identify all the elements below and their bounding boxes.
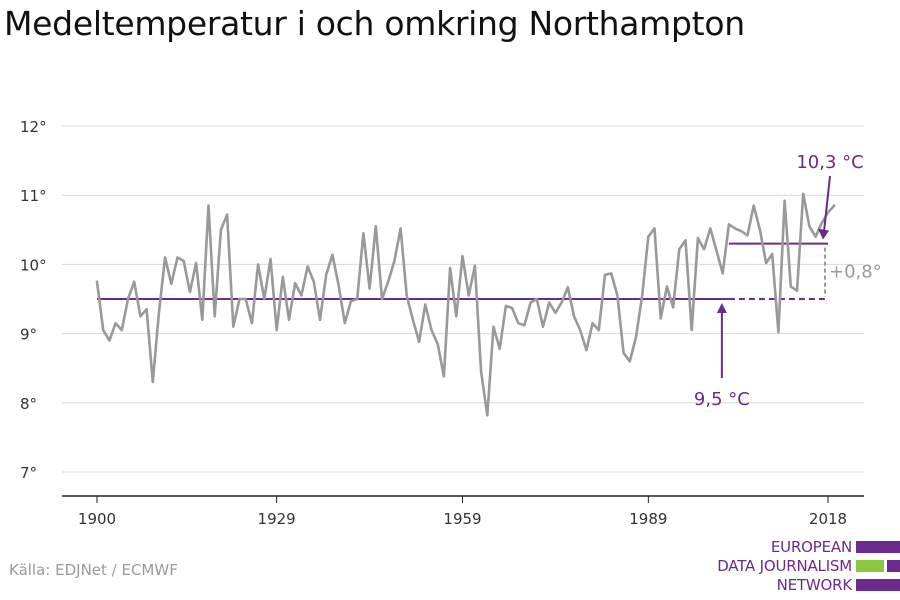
logo-bar-green [856,560,884,572]
logo-line-1: EUROPEAN [770,538,852,556]
baseline-arrow-head [716,303,727,313]
x-axis [62,495,864,503]
temperature-series-line-0 [95,192,836,417]
annotations: +0,8° 9,5 °C 10,3 °C [694,152,882,410]
edjnet-logo: EUROPEAN DATA JOURNALISM NETWORK [700,538,900,598]
recent-arrow-shaft [823,175,831,232]
x-tick-label-1900: 1900 [78,510,116,528]
y-tick-label-9: 9° [20,326,37,344]
y-tick-label-10: 10° [20,256,47,274]
difference-label: +0,8° [829,261,882,282]
x-tick-labels: 1900 1929 1959 1989 2018 [78,510,847,528]
y-tick-label-8: 8° [20,395,37,413]
logo-bar-bottom [856,579,900,591]
recent-average-label: 10,3 °C [796,152,863,173]
logo-line-2: DATA JOURNALISM [717,557,852,575]
logo-line-3: NETWORK [776,576,853,594]
chart-title: Medeltemperatur i och omkring Northampto… [4,4,745,43]
y-tick-labels: 7° 8° 9° 10° 11° 12° [20,118,47,482]
x-tick-label-1989: 1989 [629,510,667,528]
y-tick-label-11: 11° [20,187,47,205]
logo-bar-purple-short [887,560,900,572]
y-tick-label-12: 12° [20,118,47,136]
recent-arrow-head [818,228,829,240]
x-tick-label-1959: 1959 [443,510,481,528]
series-layer [95,192,836,417]
y-tick-label-7: 7° [20,464,37,482]
baseline-label: 9,5 °C [694,389,750,410]
x-tick-label-1929: 1929 [258,510,296,528]
logo-bar-mid-bg [856,560,900,572]
logo-bar-top [856,541,900,553]
x-tick-label-2018: 2018 [809,510,847,528]
source-note: Källa: EDJNet / ECMWF [9,561,178,579]
